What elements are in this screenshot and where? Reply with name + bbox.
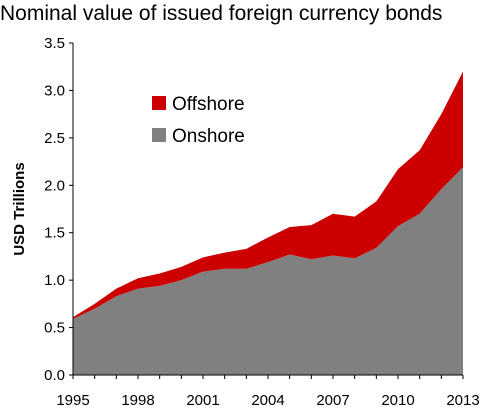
x-tick-label: 1998 <box>121 392 154 409</box>
area-onshore <box>73 167 463 375</box>
y-tick-label: 1.5 <box>44 225 65 242</box>
x-tick-label: 2013 <box>446 392 479 409</box>
plot-areas <box>73 71 463 375</box>
y-tick-label: 2.0 <box>44 177 65 194</box>
x-tick-label: 2007 <box>316 392 349 409</box>
y-tick-label: 0.0 <box>44 367 65 384</box>
y-axis-title: USD Trillions <box>11 162 28 255</box>
y-tick-label: 0.5 <box>44 320 65 337</box>
y-tick-label: 3.5 <box>44 35 65 52</box>
legend: Offshore Onshore <box>152 94 245 147</box>
x-tick-label: 1995 <box>56 392 89 409</box>
axes <box>69 42 464 379</box>
x-tick-label: 2010 <box>381 392 414 409</box>
x-tick-label: 2004 <box>251 392 284 409</box>
y-tick-label: 1.0 <box>44 272 65 289</box>
legend-label-offshore: Offshore <box>172 94 245 115</box>
chart-title: Nominal value of issued foreign currency… <box>0 2 443 25</box>
legend-swatch-onshore <box>152 128 166 142</box>
legend-swatch-offshore <box>152 96 166 110</box>
x-tick-label: 2001 <box>186 392 219 409</box>
y-tick-label: 3.0 <box>44 82 65 99</box>
y-tick-labels: 0.0 0.5 1.0 1.5 2.0 2.5 3.0 3.5 <box>44 35 65 384</box>
y-tick-label: 2.5 <box>44 130 65 147</box>
area-offshore <box>73 71 463 320</box>
x-tick-labels: 1995 1998 2001 2004 2007 2010 2013 <box>56 392 479 409</box>
legend-label-onshore: Onshore <box>172 126 245 147</box>
